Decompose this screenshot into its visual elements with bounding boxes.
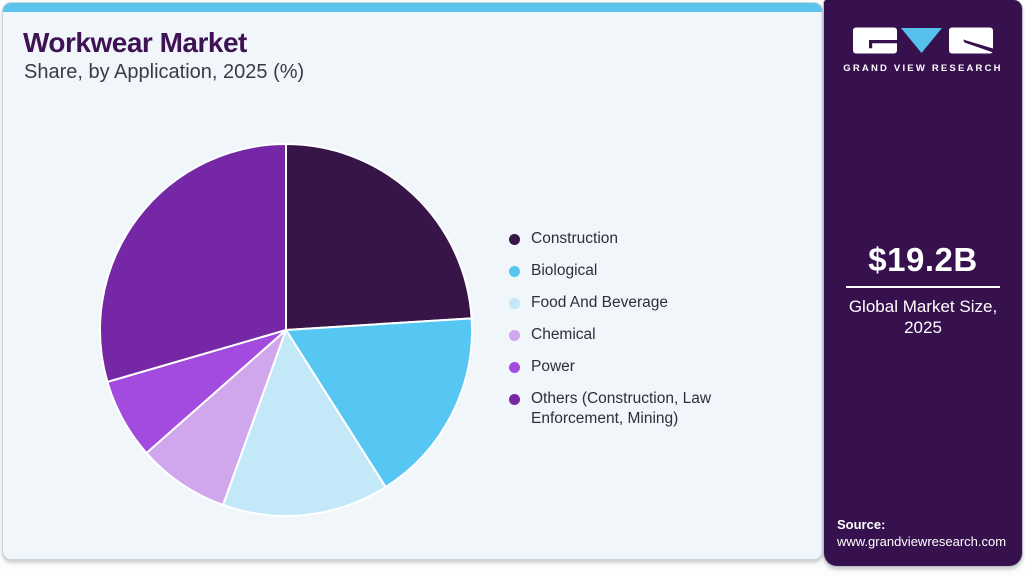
source-url[interactable]: www.grandviewresearch.com bbox=[837, 534, 1007, 549]
legend-item: Power bbox=[509, 357, 751, 377]
top-accent-bar bbox=[3, 3, 822, 12]
legend-label: Others (Construction, Law Enforcement, M… bbox=[531, 390, 712, 427]
legend-swatch bbox=[509, 362, 520, 373]
sidebar: GRAND VIEW RESEARCH $19.2B Global Market… bbox=[823, 0, 1023, 567]
legend-item: Others (Construction, Law Enforcement, M… bbox=[509, 389, 751, 429]
pie-chart-svg bbox=[99, 143, 473, 517]
legend: Construction Biological Food And Beverage C… bbox=[509, 229, 751, 441]
legend-label: Power bbox=[531, 358, 575, 375]
market-size-value: $19.2B bbox=[868, 241, 978, 278]
pie-slice-2 bbox=[221, 329, 387, 517]
pie-slice-3 bbox=[145, 329, 287, 506]
chart-card: Workwear Market Share, by Application, 2… bbox=[2, 2, 823, 560]
source-block: Source: www.grandviewresearch.com bbox=[837, 516, 1006, 550]
divider-line bbox=[846, 286, 1000, 288]
pie-slice-1 bbox=[285, 317, 473, 489]
legend-swatch bbox=[509, 298, 520, 309]
page-title: Workwear Market bbox=[23, 27, 247, 58]
legend-item: Food And Beverage bbox=[509, 293, 751, 313]
pie-slice-5 bbox=[99, 143, 287, 383]
gvr-logo-icon bbox=[853, 27, 993, 54]
legend-item: Biological bbox=[509, 261, 751, 281]
page-subtitle: Share, by Application, 2025 (%) bbox=[24, 61, 305, 83]
market-size-block: $19.2B Global Market Size, 2025 bbox=[824, 241, 1022, 338]
legend-item: Construction bbox=[509, 229, 751, 249]
gvr-logo: GRAND VIEW RESEARCH bbox=[824, 27, 1022, 74]
legend-label: Biological bbox=[531, 262, 598, 279]
pie-chart bbox=[97, 141, 475, 519]
legend-swatch bbox=[509, 234, 520, 245]
legend-label: Food And Beverage bbox=[531, 294, 669, 311]
legend-label: Chemical bbox=[531, 326, 596, 343]
legend-swatch bbox=[509, 330, 520, 341]
market-size-label: Global Market Size, 2025 bbox=[848, 297, 998, 337]
legend-label: Construction bbox=[531, 230, 619, 247]
legend-swatch bbox=[509, 394, 520, 405]
logo-text: GRAND VIEW RESEARCH bbox=[843, 63, 1003, 74]
legend-swatch bbox=[509, 266, 520, 277]
pie-slice-0 bbox=[285, 143, 473, 331]
source-label: Source: bbox=[837, 517, 886, 532]
legend-item: Chemical bbox=[509, 325, 751, 345]
